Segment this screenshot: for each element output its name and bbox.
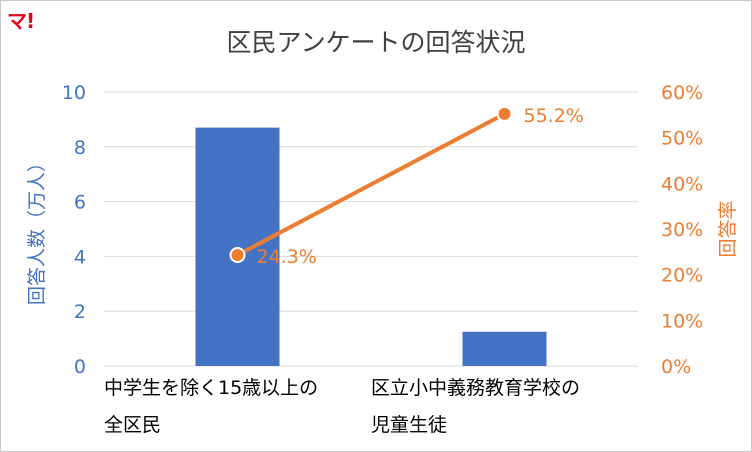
category-label: 児童生徒 bbox=[371, 414, 447, 436]
y-tick-label: 4 bbox=[74, 246, 86, 268]
rate-marker bbox=[496, 105, 513, 122]
y-axis-title: 回答人数（万人） bbox=[26, 153, 48, 305]
category-label: 全区民 bbox=[104, 414, 161, 436]
logo: マ! bbox=[7, 9, 35, 33]
y2-tick-label: 60% bbox=[661, 82, 703, 104]
rate-marker bbox=[229, 247, 246, 264]
y-tick-label: 0 bbox=[74, 356, 86, 378]
bar bbox=[462, 331, 547, 366]
y2-tick-label: 50% bbox=[661, 128, 703, 150]
y2-tick-label: 20% bbox=[661, 265, 703, 287]
y2-axis-title: 回答率 bbox=[717, 200, 739, 257]
y2-tick-label: 30% bbox=[661, 219, 703, 241]
y-tick-label: 10 bbox=[62, 82, 86, 104]
category-label: 区立小中義務教育学校の bbox=[371, 377, 580, 399]
data-label: 55.2% bbox=[524, 105, 584, 127]
y2-tick-label: 40% bbox=[661, 173, 703, 195]
chart-title: 区民アンケートの回答状況 bbox=[226, 28, 526, 57]
bar bbox=[195, 127, 280, 367]
rate-line bbox=[236, 112, 506, 257]
y-tick-label: 2 bbox=[74, 301, 86, 323]
y2-tick-label: 0% bbox=[661, 356, 691, 378]
y-tick-label: 8 bbox=[74, 137, 86, 159]
y2-tick-label: 10% bbox=[661, 310, 703, 332]
y-tick-label: 6 bbox=[74, 192, 86, 214]
data-label: 24.3% bbox=[257, 246, 317, 268]
category-label: 中学生を除く15歳以上の bbox=[104, 377, 318, 399]
